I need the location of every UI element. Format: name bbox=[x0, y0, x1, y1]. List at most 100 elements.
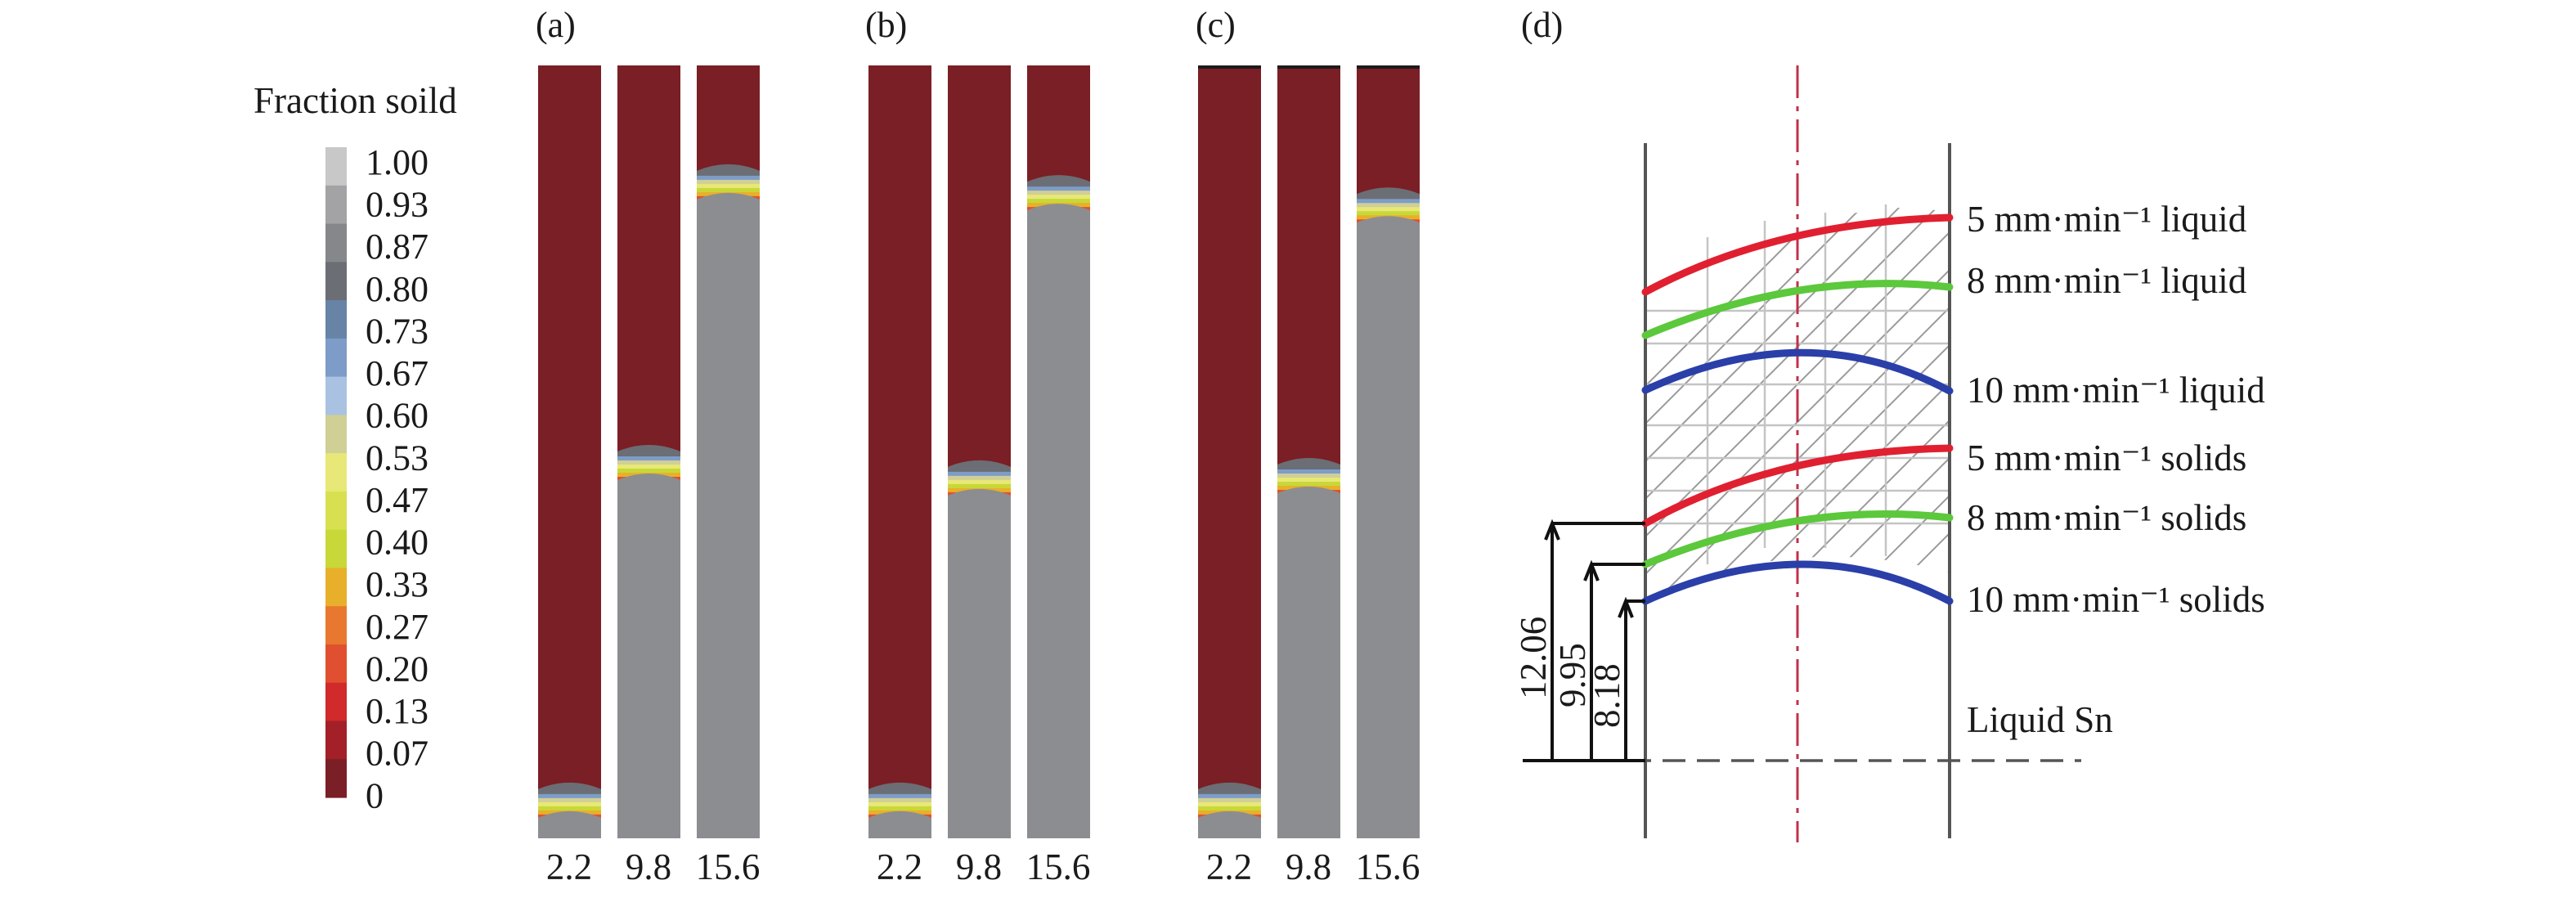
legend-tick-label: 0.60 bbox=[366, 396, 429, 436]
mushy-zone-band bbox=[1277, 458, 1340, 470]
column-solid bbox=[617, 473, 680, 838]
column-solid bbox=[1357, 216, 1420, 838]
mushy-zone-band bbox=[538, 782, 601, 794]
legend-swatch bbox=[325, 147, 347, 186]
column-solid bbox=[948, 488, 1011, 838]
legend-swatch bbox=[325, 376, 347, 415]
label-10mm-solids: 10 mm·min⁻¹ solids bbox=[1967, 579, 2265, 620]
curve-5mm-solids bbox=[1641, 444, 1954, 528]
curve-8mm-liquid bbox=[1641, 280, 1954, 339]
dimension-labels: 12.06 9.95 8.18 bbox=[1513, 617, 1627, 728]
dimension-12-06: 12.06 bbox=[1513, 617, 1554, 699]
dimension-8-18: 8.18 bbox=[1586, 663, 1627, 728]
column-solid bbox=[868, 810, 931, 838]
panel-b: (b) 2.2 9.8 15.6 bbox=[865, 5, 1090, 887]
label-8mm-liquid: 8 mm·min⁻¹ liquid bbox=[1967, 260, 2246, 301]
panel-b-x-labels: 2.2 9.8 15.6 bbox=[877, 846, 1091, 887]
panel-b-x-label-3: 15.6 bbox=[1026, 846, 1091, 887]
mushy-zone-band bbox=[697, 164, 760, 176]
liquid-sn-label: Liquid Sn bbox=[1967, 699, 2113, 740]
mushy-zone-band bbox=[1027, 175, 1090, 187]
mushy-zone-band bbox=[617, 444, 680, 456]
legend-tick-label: 0.80 bbox=[366, 269, 429, 309]
legend-tick-label: 0.67 bbox=[366, 353, 429, 393]
legend-swatch bbox=[325, 568, 347, 607]
legend-tick-label: 0.53 bbox=[366, 438, 429, 478]
column-solid bbox=[538, 810, 601, 838]
panel-a-x-label-3: 15.6 bbox=[696, 846, 761, 887]
legend-tick-label: 0.13 bbox=[366, 691, 429, 731]
legend-swatch bbox=[325, 453, 347, 492]
column-top-edge bbox=[1357, 65, 1420, 69]
legend-tick-label: 0 bbox=[366, 775, 384, 815]
panel-b-x-label-1: 2.2 bbox=[877, 846, 922, 887]
panel-d: (d) bbox=[1513, 5, 2265, 842]
legend-swatch bbox=[325, 415, 347, 454]
panel-c-x-label-1: 2.2 bbox=[1206, 846, 1252, 887]
panel-c: (c) 2.2 9.8 15.6 bbox=[1196, 5, 1420, 887]
legend-tick-label: 0.27 bbox=[366, 607, 429, 647]
panel-c-x-labels: 2.2 9.8 15.6 bbox=[1206, 846, 1420, 887]
legend-swatch bbox=[325, 223, 347, 263]
curve-labels: 5 mm·min⁻¹ liquid 8 mm·min⁻¹ liquid 10 m… bbox=[1967, 199, 2265, 620]
panel-c-x-label-2: 9.8 bbox=[1286, 846, 1331, 887]
label-8mm-solids: 8 mm·min⁻¹ solids bbox=[1967, 497, 2246, 538]
panel-label-b: (b) bbox=[865, 5, 907, 45]
label-10mm-liquid: 10 mm·min⁻¹ liquid bbox=[1967, 370, 2265, 411]
legend-swatch bbox=[325, 682, 347, 722]
label-5mm-liquid: 5 mm·min⁻¹ liquid bbox=[1967, 199, 2246, 240]
legend-title: Fraction soild bbox=[254, 80, 457, 121]
column-solid bbox=[1277, 487, 1340, 838]
label-5mm-solids: 5 mm·min⁻¹ solids bbox=[1967, 438, 2246, 478]
legend-tick-label: 0.87 bbox=[366, 227, 429, 267]
legend-tick-label: 0.07 bbox=[366, 734, 429, 774]
panel-c-x-label-3: 15.6 bbox=[1356, 846, 1420, 887]
legend-swatch bbox=[325, 338, 347, 378]
legend-tick-label: 1.00 bbox=[366, 142, 429, 182]
panel-a-x-label-2: 9.8 bbox=[626, 846, 671, 887]
legend-swatch bbox=[325, 721, 347, 760]
column-solid bbox=[697, 192, 760, 839]
column-liquid bbox=[1198, 65, 1261, 838]
mushy-zone-band bbox=[868, 782, 931, 794]
panel-label-c: (c) bbox=[1196, 5, 1236, 45]
panel-a-columns bbox=[538, 65, 760, 839]
legend-swatches bbox=[325, 147, 347, 798]
mushy-zone-band bbox=[948, 460, 1011, 472]
curve-10mm-solids bbox=[1641, 560, 1954, 605]
column-solid bbox=[1198, 810, 1261, 838]
curve-5mm-liquid bbox=[1641, 213, 1954, 296]
column-liquid bbox=[538, 65, 601, 838]
panel-a-x-label-1: 2.2 bbox=[546, 846, 592, 887]
legend-tick-labels: 1.000.930.870.800.730.670.600.530.470.40… bbox=[366, 142, 429, 815]
panel-b-x-label-2: 9.8 bbox=[956, 846, 1002, 887]
legend-swatch bbox=[325, 491, 347, 531]
panel-label-a: (a) bbox=[536, 5, 576, 45]
panel-a-x-labels: 2.2 9.8 15.6 bbox=[546, 846, 761, 887]
mushy-zone-band bbox=[1357, 187, 1420, 200]
legend-swatch bbox=[325, 529, 347, 569]
legend-tick-label: 0.33 bbox=[366, 564, 429, 604]
legend: Fraction soild 1.000.930.870.800.730.670… bbox=[254, 80, 457, 815]
curve-8mm-solids bbox=[1641, 510, 1954, 568]
legend-swatch bbox=[325, 759, 347, 798]
legend-tick-label: 0.93 bbox=[366, 185, 429, 225]
legend-swatch bbox=[325, 644, 347, 684]
legend-tick-label: 0.40 bbox=[366, 523, 429, 563]
dimension-lines bbox=[1523, 519, 1645, 762]
legend-swatch bbox=[325, 185, 347, 225]
column-liquid bbox=[868, 65, 931, 838]
legend-tick-label: 0.20 bbox=[366, 649, 429, 689]
legend-tick-label: 0.73 bbox=[366, 311, 429, 351]
legend-swatch bbox=[325, 300, 347, 339]
column-top-edge bbox=[1198, 65, 1261, 69]
legend-tick-label: 0.47 bbox=[366, 480, 429, 520]
column-top-edge bbox=[1277, 65, 1340, 69]
column-solid bbox=[1027, 204, 1090, 838]
curve-10mm-liquid bbox=[1641, 348, 1954, 395]
mushy-zone-band bbox=[1198, 782, 1261, 794]
panel-c-columns bbox=[1198, 65, 1420, 838]
panel-b-columns bbox=[868, 65, 1090, 838]
interface-curves bbox=[1641, 213, 1954, 605]
